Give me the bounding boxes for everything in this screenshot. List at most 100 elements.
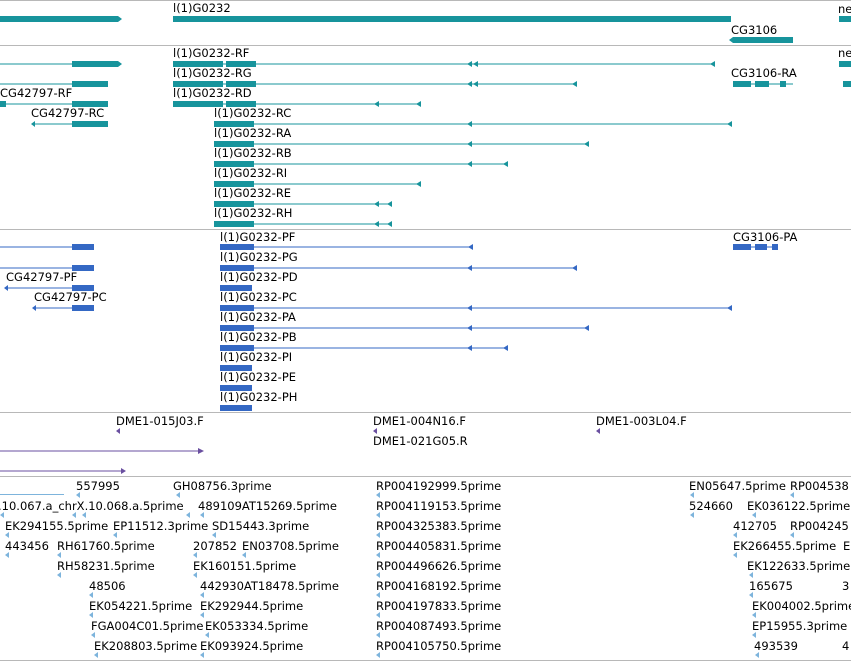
protein-feature[interactable] <box>220 285 252 291</box>
transcript-feature[interactable] <box>214 161 508 167</box>
protein-feature[interactable] <box>4 285 94 291</box>
est-label[interactable]: 524660 <box>689 499 733 513</box>
est-label[interactable]: EK266455.5prime <box>733 539 836 553</box>
protein-feature[interactable] <box>220 244 473 250</box>
protein-label[interactable]: l(1)G0232-PC <box>220 290 297 304</box>
est-label[interactable]: 4 <box>842 639 849 653</box>
transcript-label[interactable]: l(1)G0232-RB <box>214 146 292 160</box>
transcript-label[interactable]: ne <box>838 46 851 60</box>
est-label[interactable]: 3 <box>842 579 849 593</box>
gene-label[interactable]: l(1)G0232 <box>173 1 231 15</box>
est-label[interactable]: EK160151.5prime <box>193 559 296 573</box>
transcript-label[interactable]: l(1)G0232-RE <box>214 186 291 200</box>
transcript-feature[interactable] <box>214 221 392 227</box>
gene-feature[interactable] <box>839 16 851 22</box>
transcript-feature[interactable] <box>0 101 108 107</box>
transcript-label[interactable]: l(1)G0232-RG <box>173 66 252 80</box>
est-label[interactable]: RP004087493.5prime <box>376 619 501 633</box>
est-label[interactable]: GH08756.3prime <box>173 479 272 493</box>
est-label[interactable]: RP004168192.5prime <box>376 579 501 593</box>
est-label[interactable]: EK208803.5prime <box>94 639 197 653</box>
protein-label[interactable]: CG42797-PF <box>6 270 77 284</box>
est-label[interactable]: FGA004C01.5prime <box>91 619 203 633</box>
protein-feature[interactable] <box>220 305 732 311</box>
protein-feature[interactable] <box>220 325 589 331</box>
gene-label[interactable]: CG3106 <box>731 23 777 37</box>
est-label[interactable]: EK093924.5prime <box>200 639 303 653</box>
transcript-feature[interactable] <box>214 201 392 207</box>
protein-label[interactable]: CG42797-PC <box>34 290 107 304</box>
protein-label[interactable]: l(1)G0232-PG <box>220 250 298 264</box>
clone-label[interactable]: DME1-004N16.F <box>373 414 466 428</box>
est-label[interactable]: 489109AT15269.5prime <box>198 499 337 513</box>
protein-label[interactable]: l(1)G0232-PD <box>220 270 298 284</box>
protein-feature[interactable] <box>220 365 252 371</box>
transcript-label[interactable]: CG42797-RC <box>31 106 104 120</box>
est-label[interactable]: RP004496626.5prime <box>376 559 501 573</box>
protein-label[interactable]: l(1)G0232-PB <box>220 330 297 344</box>
est-label[interactable]: RH58231.5prime <box>57 559 155 573</box>
protein-label[interactable]: l(1)G0232-PA <box>220 310 296 324</box>
est-label[interactable]: RH61760.5prime <box>57 539 155 553</box>
est-label[interactable]: EK054221.5prime <box>89 599 192 613</box>
transcript-label[interactable]: l(1)G0232-RA <box>214 126 291 140</box>
protein-label[interactable]: l(1)G0232-PF <box>220 230 295 244</box>
transcript-label[interactable]: l(1)G0232-RC <box>214 106 291 120</box>
protein-feature[interactable] <box>0 265 94 271</box>
protein-label[interactable]: l(1)G0232-PI <box>220 350 292 364</box>
est-label[interactable]: 412705 <box>733 519 777 533</box>
protein-label[interactable]: l(1)G0232-PE <box>220 370 296 384</box>
est-label[interactable]: 493539 <box>754 639 798 653</box>
transcript-feature[interactable] <box>31 121 108 127</box>
gene-feature[interactable] <box>173 16 731 22</box>
transcript-feature[interactable] <box>214 181 421 187</box>
est-label[interactable]: EK292944.5prime <box>200 599 303 613</box>
gene-feature[interactable] <box>733 37 793 43</box>
transcript-feature[interactable] <box>0 81 108 87</box>
protein-feature[interactable] <box>0 244 94 250</box>
gene-label[interactable]: ne <box>838 2 851 16</box>
est-label[interactable]: 48506 <box>89 579 126 593</box>
est-label[interactable]: RP004197833.5prime <box>376 599 501 613</box>
transcript-feature[interactable] <box>733 81 793 87</box>
est-label[interactable]: 442930AT18478.5prime <box>200 579 339 593</box>
protein-feature[interactable] <box>220 405 252 411</box>
clone-end-marker[interactable] <box>116 428 120 434</box>
clone-end-marker[interactable] <box>596 428 600 434</box>
transcript-label[interactable]: CG42797-RF <box>0 86 72 100</box>
est-label[interactable]: EK053334.5prime <box>205 619 308 633</box>
transcript-label[interactable]: l(1)G0232-RI <box>214 166 287 180</box>
protein-feature[interactable] <box>733 244 778 250</box>
est-label[interactable]: SD15443.3prime <box>212 519 309 533</box>
protein-feature[interactable] <box>220 385 252 391</box>
protein-label[interactable]: l(1)G0232-PH <box>220 390 297 404</box>
est-label[interactable]: EK036122.5prime <box>747 499 850 513</box>
transcript-feature[interactable] <box>214 141 589 147</box>
gene-feature[interactable] <box>0 16 118 22</box>
transcript-label[interactable]: l(1)G0232-RD <box>173 86 252 100</box>
protein-feature[interactable] <box>220 265 577 271</box>
est-label[interactable]: EP11512.3prime <box>113 519 208 533</box>
est-label[interactable]: EK122633.5prime <box>747 559 850 573</box>
est-label[interactable]: RP004245 <box>790 519 849 533</box>
transcript-label[interactable]: l(1)G0232-RH <box>214 206 292 220</box>
est-label[interactable]: .10.067.a_chrX.10.068.a.5prime <box>0 499 184 513</box>
transcript-feature[interactable] <box>0 61 122 67</box>
est-label[interactable]: EN03708.5prime <box>242 539 339 553</box>
transcript-feature[interactable] <box>839 61 851 87</box>
est-label[interactable]: RP004192999.5prime <box>376 479 501 493</box>
est-label[interactable]: E <box>843 539 850 553</box>
est-label[interactable]: 207852 <box>193 539 237 553</box>
est-markers[interactable] <box>0 492 794 658</box>
clone-label[interactable]: DME1-021G05.R <box>373 434 468 448</box>
est-label[interactable]: 165675 <box>749 579 793 593</box>
est-label[interactable]: 443456 <box>5 539 49 553</box>
transcript-label[interactable]: l(1)G0232-RF <box>173 46 249 60</box>
transcript-label[interactable]: CG3106-RA <box>731 66 797 80</box>
est-label[interactable]: RP004119153.5prime <box>376 499 501 513</box>
est-label[interactable]: RP004405831.5prime <box>376 539 501 553</box>
transcript-feature[interactable] <box>173 101 421 107</box>
clone-label[interactable]: DME1-015J03.F <box>116 414 204 428</box>
est-label[interactable]: EK004002.5prime <box>752 599 851 613</box>
